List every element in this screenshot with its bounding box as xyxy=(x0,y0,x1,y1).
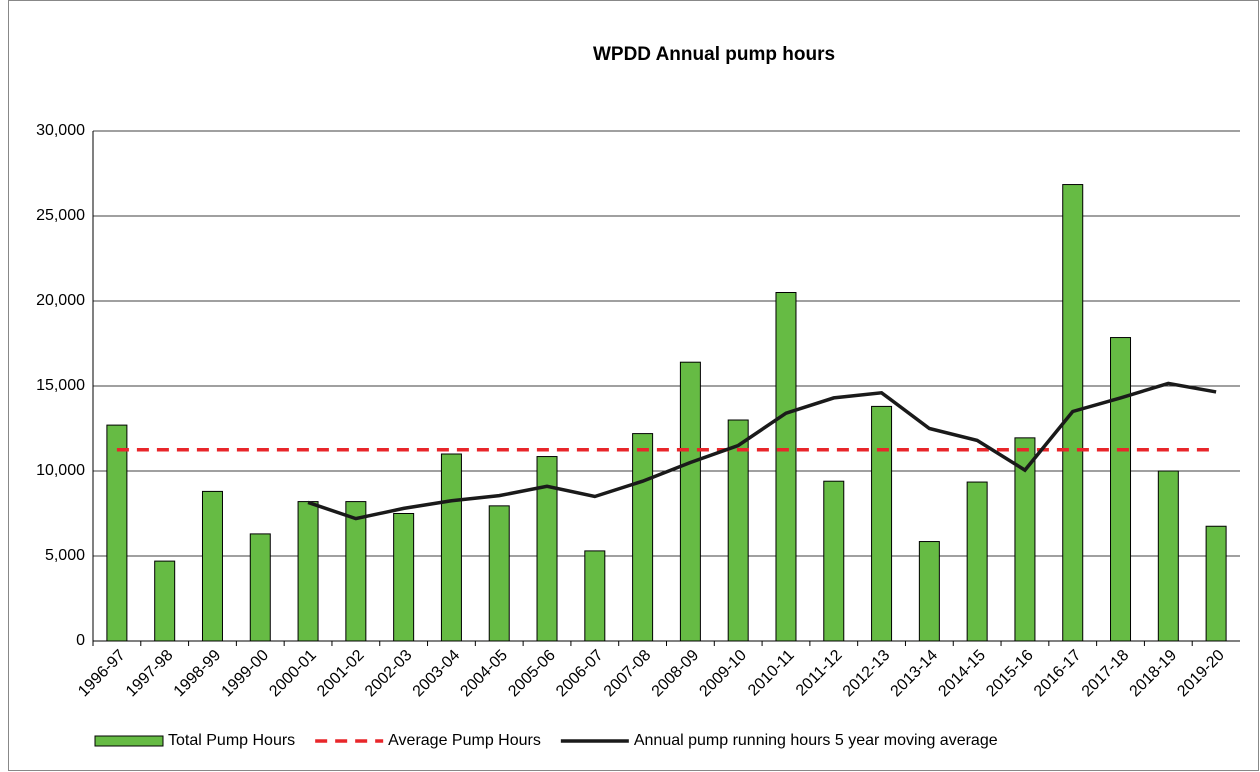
bar xyxy=(393,513,415,642)
y-tick-label: 5,000 xyxy=(45,547,85,564)
bar xyxy=(823,480,845,642)
bar xyxy=(918,541,940,642)
bar xyxy=(1014,437,1036,642)
bar xyxy=(727,419,749,642)
bar xyxy=(775,292,797,642)
bar xyxy=(345,501,367,642)
bar xyxy=(1205,525,1227,642)
bar xyxy=(106,424,128,642)
y-tick-label: 10,000 xyxy=(36,462,85,479)
chart-title: WPDD Annual pump hours xyxy=(593,44,835,65)
bar xyxy=(488,505,510,642)
bar xyxy=(679,361,701,642)
bar xyxy=(1157,470,1179,642)
legend-swatch xyxy=(94,735,164,747)
y-tick-label: 20,000 xyxy=(36,292,85,309)
legend-label: Total Pump Hours xyxy=(168,732,295,749)
y-tick-label: 30,000 xyxy=(36,122,85,139)
line xyxy=(307,381,1217,521)
bar xyxy=(249,533,271,642)
bar xyxy=(154,560,176,642)
bar xyxy=(1110,337,1132,642)
bar xyxy=(297,501,319,642)
bar xyxy=(632,433,654,642)
bar xyxy=(871,405,893,642)
bar xyxy=(440,453,462,642)
bar xyxy=(201,490,223,642)
y-tick-label: 25,000 xyxy=(36,207,85,224)
y-tick-label: 0 xyxy=(76,632,85,649)
chart-frame xyxy=(8,0,1259,771)
bar xyxy=(966,481,988,642)
legend-label: Annual pump running hours 5 year moving … xyxy=(634,732,998,749)
legend-label: Average Pump Hours xyxy=(388,732,541,749)
y-tick-label: 15,000 xyxy=(36,377,85,394)
bar xyxy=(584,550,606,642)
bar xyxy=(536,456,558,642)
